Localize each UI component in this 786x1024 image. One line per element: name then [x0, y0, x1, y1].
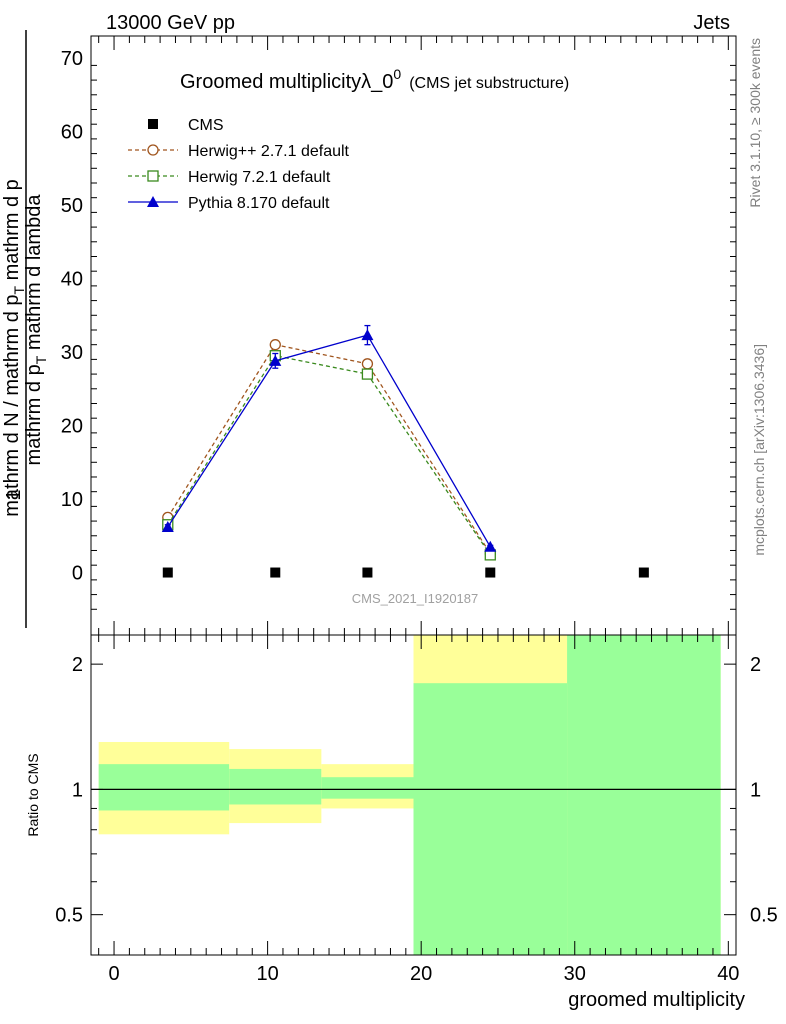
ylabel-lower-part1: mathrm d p — [23, 364, 45, 465]
plot-title: Groomed multiplicityλ_00 (CMS jet substru… — [180, 66, 569, 93]
ratio-ytick-label-right: 2 — [750, 654, 761, 676]
data-point — [161, 520, 174, 532]
ratio-xaxis: 0 10 20 30 40 — [98, 635, 739, 985]
data-point — [361, 368, 374, 380]
xtick-label: 40 — [717, 963, 739, 985]
data-point — [484, 540, 497, 552]
data-point — [362, 567, 373, 578]
mcplots-label: mcplots.cern.ch [arXiv:1306.3436] — [751, 344, 767, 556]
ytick-label: 20 — [61, 416, 83, 438]
ratio-ytick-label-left: 2 — [72, 654, 83, 676]
legend-label: Pythia 8.170 default — [188, 195, 330, 212]
legend: CMS Herwig++ 2.7.1 default Herwig 7.2.1 de… — [128, 117, 350, 212]
series-line — [167, 354, 491, 556]
ratio-bands — [91, 635, 736, 955]
ytick-label: 0 — [72, 563, 83, 585]
legend-entry-1: Herwig++ 2.7.1 default — [128, 143, 350, 160]
data-point — [485, 567, 496, 578]
ylabel-upper-part2: mathrm d p — [1, 179, 23, 286]
data-point — [361, 329, 374, 341]
main-yaxis: 0 10 20 30 40 50 60 70 — [61, 48, 736, 610]
xtick-label: 20 — [410, 963, 432, 985]
ratio-ytick-label-left: 0.5 — [55, 905, 83, 927]
series-2 — [162, 350, 496, 561]
series-3 — [161, 324, 497, 552]
ylabel-lower: mathrm d pT mathrm d lambda — [23, 194, 49, 466]
data-point — [162, 567, 173, 578]
legend-label: Herwig++ 2.7.1 default — [188, 143, 350, 160]
ylabel-upper-sub1: T — [11, 285, 27, 294]
legend-marker — [147, 144, 159, 156]
xaxis-label: groomed multiplicity — [568, 989, 745, 1011]
ytick-label: 50 — [61, 195, 83, 217]
data-point — [270, 567, 281, 578]
series-line — [167, 343, 491, 554]
xtick-label: 10 — [256, 963, 278, 985]
ratio-panel: 0.5 0.5 1 1 2 2 0 10 20 30 40 — [55, 634, 778, 985]
data-point — [638, 567, 649, 578]
ylabel-upper: mathrm d N / mathrm d pT mathrm d p — [1, 179, 27, 517]
ylabel-lower-part2: mathrm d lambda — [23, 194, 45, 356]
plot-title-superscript: 0 — [393, 66, 401, 82]
legend-entry-3: Pythia 8.170 default — [128, 195, 330, 212]
ratio-band-green — [321, 777, 414, 799]
ytick-label: 30 — [61, 342, 83, 364]
ratio-yaxis: 0.5 0.5 1 1 2 2 — [55, 654, 778, 956]
legend-marker — [148, 119, 158, 129]
main-ylabel: 1 mathrm d N / mathrm d pT mathrm d p ma… — [1, 30, 49, 628]
header-category: Jets — [693, 12, 730, 34]
plot-title-main: Groomed multiplicityλ_0 — [180, 71, 393, 93]
ytick-label: 10 — [61, 489, 83, 511]
xtick-label: 30 — [564, 963, 586, 985]
ylabel-upper-part1: mathrm d N / mathrm d p — [1, 294, 23, 516]
rivet-version-label: Rivet 3.1.10, ≥ 300k events — [747, 38, 763, 208]
legend-label: CMS — [188, 117, 224, 134]
legend-marker — [147, 170, 159, 182]
main-xaxis-ticks — [98, 36, 729, 635]
legend-entry-0: CMS — [148, 117, 224, 134]
header-process: 13000 GeV pp — [106, 12, 235, 34]
ratio-ytick-label-right: 0.5 — [750, 905, 778, 927]
ylabel-lower-sub: T — [33, 355, 49, 364]
ytick-label: 60 — [61, 122, 83, 144]
ratio-ylabel: Ratio to CMS — [25, 753, 41, 836]
data-point — [269, 339, 281, 351]
ratio-band-green — [567, 635, 721, 955]
main-series — [161, 324, 649, 578]
series-line — [167, 334, 491, 548]
ratio-frame — [90, 634, 737, 956]
xtick-label: 0 — [108, 963, 119, 985]
data-point — [269, 354, 282, 366]
legend-entry-2: Herwig 7.2.1 default — [128, 169, 331, 186]
data-point — [361, 358, 374, 370]
legend-label: Herwig 7.2.1 default — [188, 169, 331, 186]
plot-subtitle: (CMS jet substructure) — [409, 75, 569, 92]
ytick-label: 70 — [61, 48, 83, 70]
ratio-ytick-label-right: 1 — [750, 779, 761, 801]
series-1 — [162, 339, 496, 560]
series-0 — [162, 567, 649, 578]
main-panel: 0 10 20 30 40 50 60 70 — [61, 35, 737, 636]
ylabel-numerator: 1 — [3, 489, 25, 500]
ytick-label: 40 — [61, 269, 83, 291]
analysis-label: CMS_2021_I1920187 — [352, 591, 479, 606]
legend-marker — [147, 196, 159, 207]
ratio-band-green — [413, 683, 568, 955]
ratio-band-green — [98, 764, 230, 811]
ratio-band-green — [229, 768, 322, 805]
ratio-ytick-label-left: 1 — [72, 779, 83, 801]
